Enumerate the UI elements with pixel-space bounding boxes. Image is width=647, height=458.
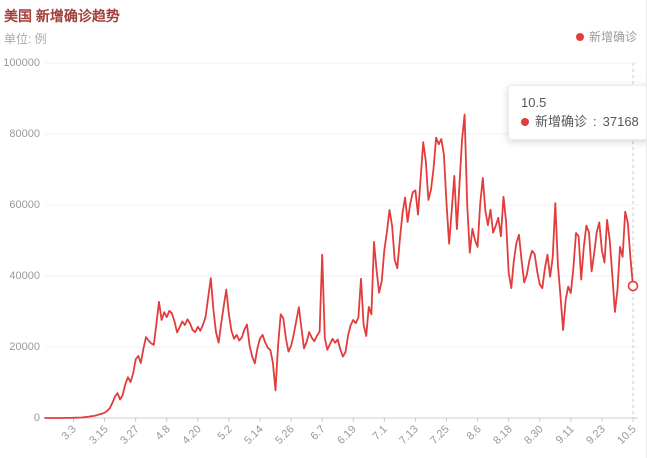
page-title: 美国 新增确诊趋势 <box>4 8 120 24</box>
legend-label: 新增确诊 <box>588 30 637 44</box>
legend-item-new-confirmed[interactable]: 新增确诊 <box>575 28 637 45</box>
legend-dot-icon <box>575 32 584 41</box>
y-axis-label: 100000 <box>3 57 40 69</box>
y-axis-label: 0 <box>33 412 40 424</box>
y-axis-label: 40000 <box>9 270 40 282</box>
chart-unit-label: 单位: 例 <box>4 32 47 46</box>
y-axis-label: 20000 <box>9 341 40 353</box>
series-line-new-confirmed[interactable] <box>44 113 634 419</box>
y-axis-label: 60000 <box>9 199 40 211</box>
y-axis-label: 80000 <box>9 128 40 140</box>
current-point-marker[interactable] <box>627 280 639 292</box>
